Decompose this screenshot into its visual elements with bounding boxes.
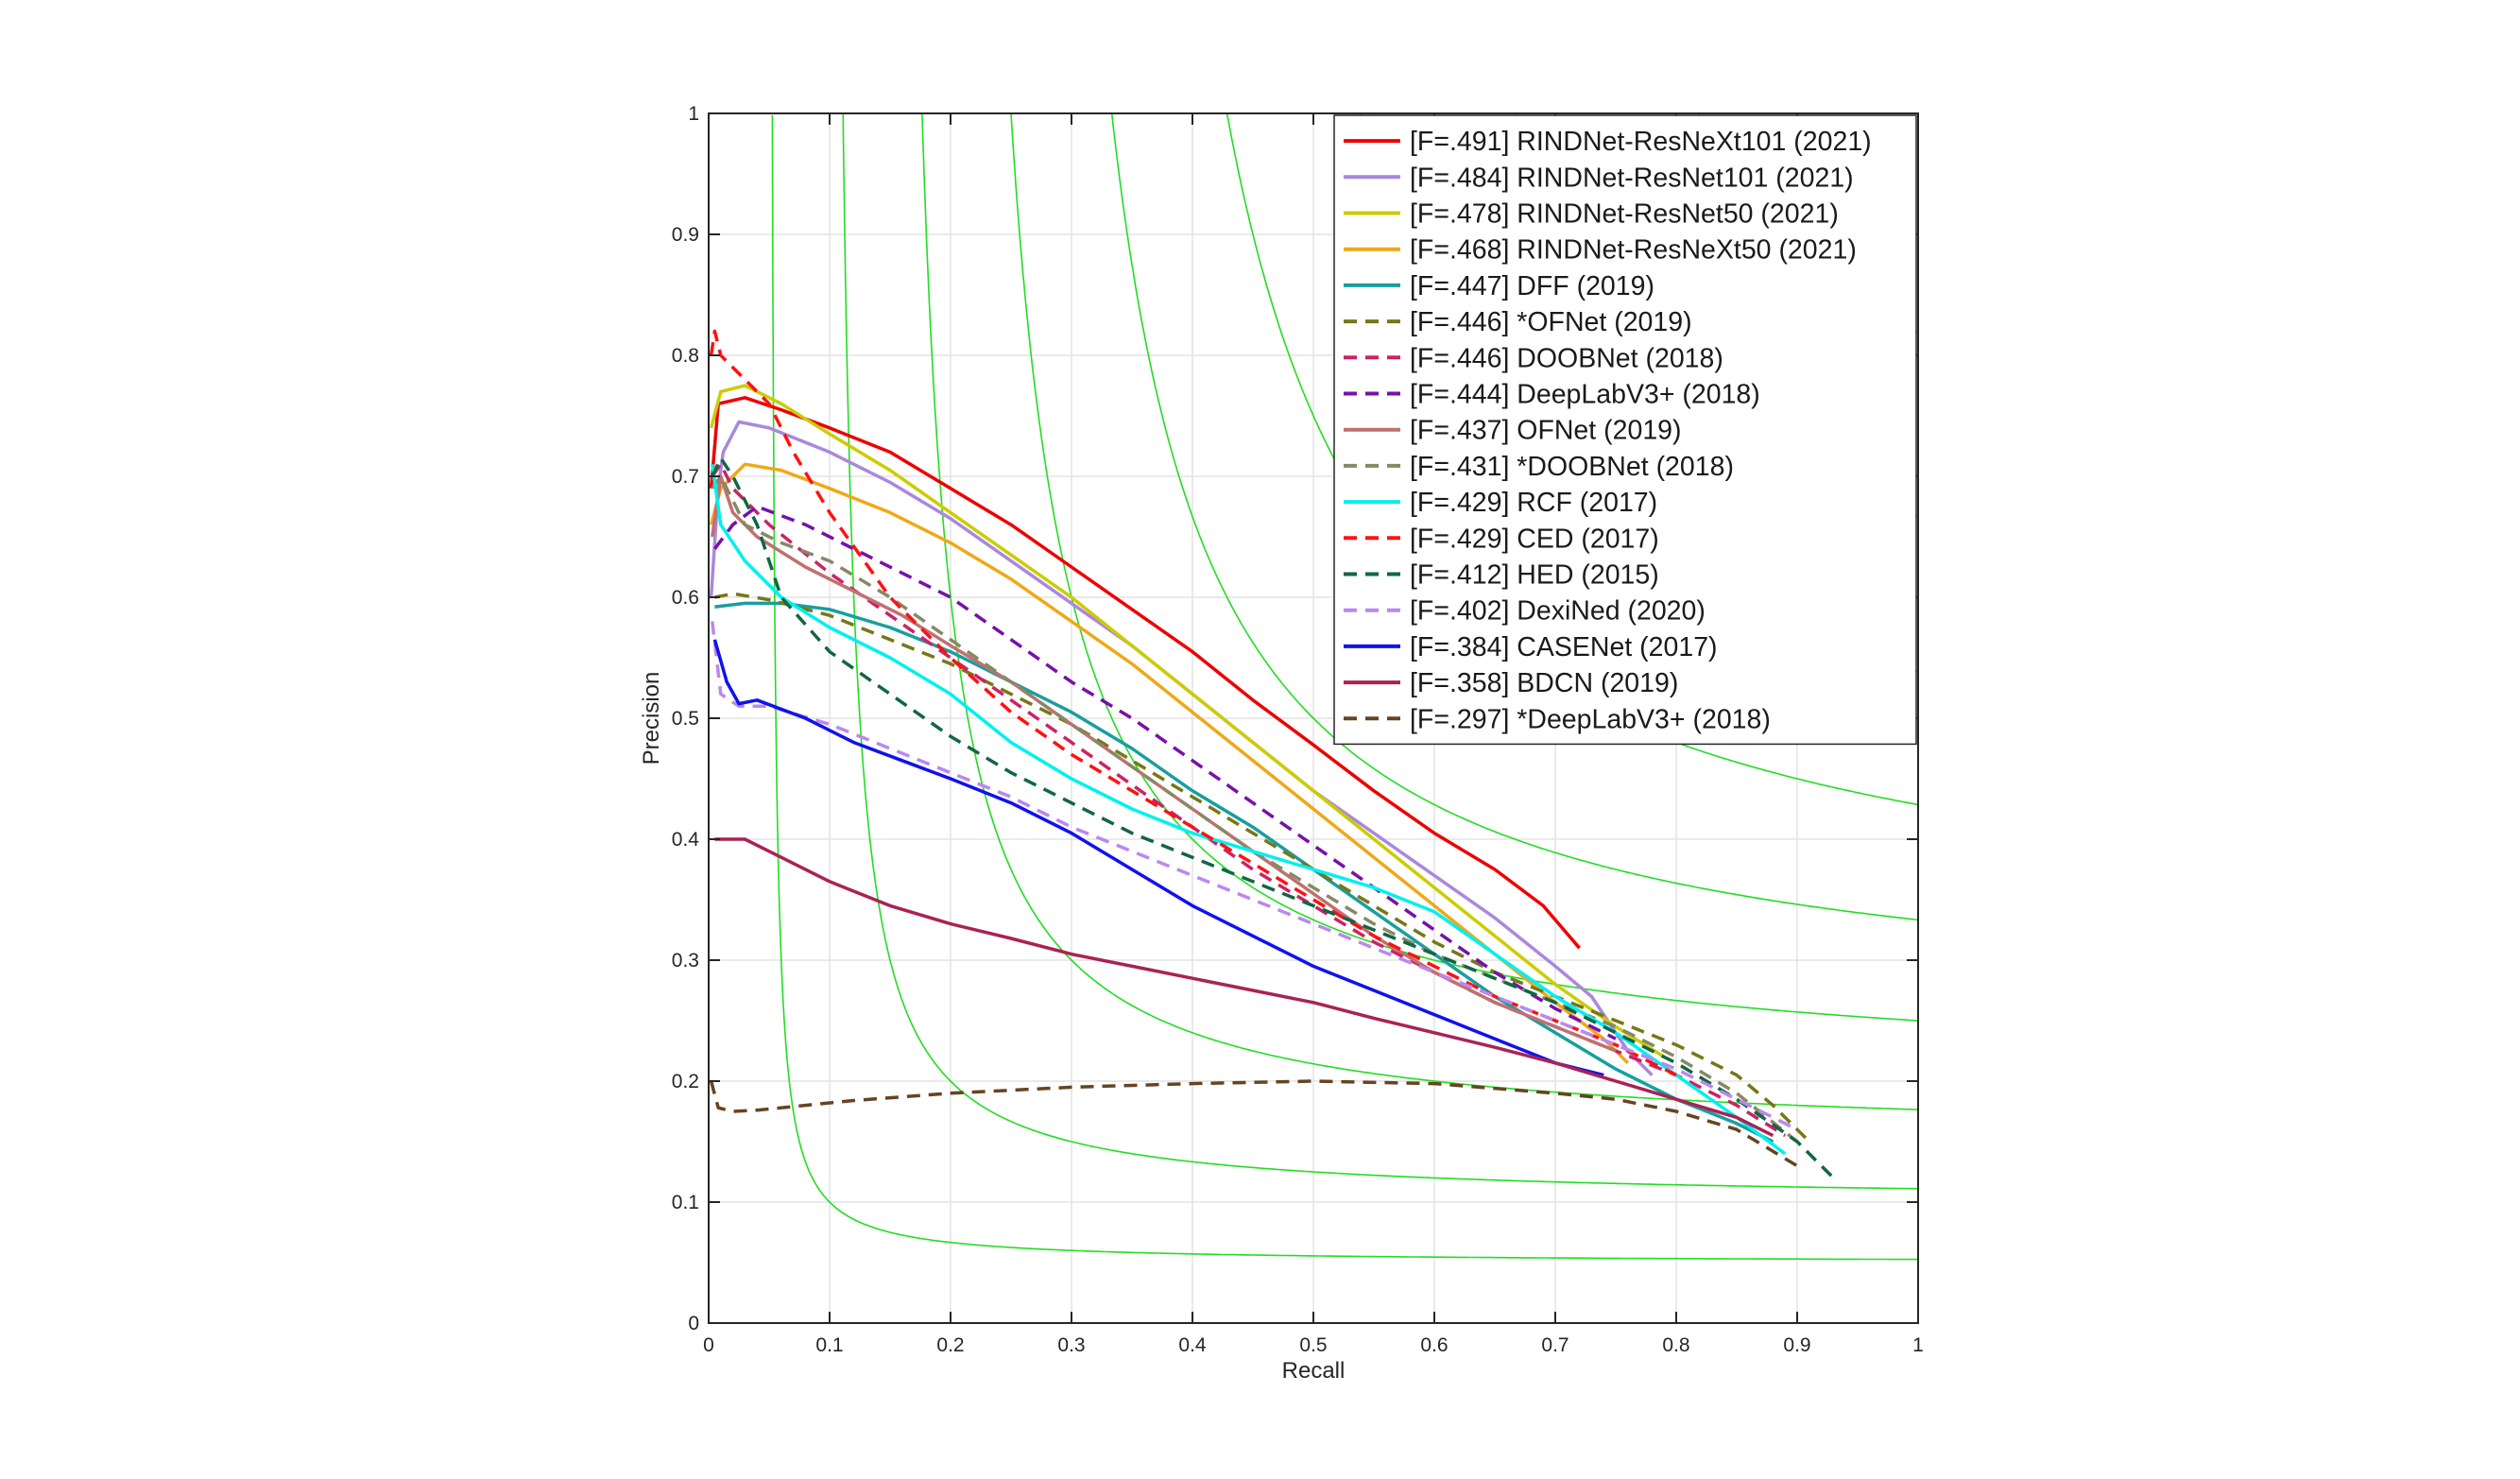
iso-f-curve: [842, 113, 1918, 1190]
y-tick-label: 0.7: [672, 466, 699, 488]
y-axis-label: Precision: [639, 672, 664, 765]
legend-entry: [F=.468] RINDNet-ResNeXt50 (2021): [1410, 235, 1857, 266]
legend: [F=.491] RINDNet-ResNeXt101 (2021) [F=.48…: [1333, 114, 1917, 746]
y-tick-label: 0.9: [672, 224, 699, 246]
legend-entry: [F=.444] DeepLabV3+ (2018): [1410, 380, 1760, 410]
legend-entry: [F=.446] *OFNet (2019): [1410, 307, 1692, 337]
series-line: [711, 463, 1787, 1156]
legend-entry: [F=.429] CED (2017): [1410, 524, 1659, 554]
series-line: [709, 396, 1581, 950]
legend-entry: [F=.478] RINDNet-ResNet50 (2021): [1410, 199, 1839, 230]
x-tick-label: 0.8: [1662, 1334, 1689, 1356]
series-line: [711, 456, 1835, 1179]
x-tick-label: 0.4: [1178, 1334, 1207, 1356]
series-line: [711, 474, 1617, 1053]
legend-entry: [F=.297] *DeepLabV3+ (2018): [1410, 704, 1771, 734]
legend-entry: [F=.431] *DOOBNet (2018): [1410, 452, 1734, 482]
legend-box: [1333, 114, 1917, 746]
legend-entry: [F=.358] BDCN (2019): [1410, 668, 1678, 698]
series-group: [709, 329, 1835, 1179]
y-tick-label: 0.4: [672, 829, 700, 851]
x-axis-label: Recall: [1282, 1358, 1346, 1384]
y-tick-label: 0.5: [672, 708, 699, 730]
y-tick-label: 0.6: [672, 587, 699, 609]
iso-f-curve: [1010, 113, 1918, 1022]
iso-f-curve: [1110, 113, 1918, 921]
legend-entry: [F=.412] HED (2015): [1410, 560, 1659, 591]
series-line: [713, 505, 1617, 1040]
series-line: [709, 384, 1666, 1058]
iso-f-curve: [921, 113, 1918, 1110]
y-tick-label: 0.1: [672, 1192, 699, 1213]
legend-entry: [F=.447] DFF (2019): [1410, 271, 1654, 301]
legend-entry: [F=.402] DexiNed (2020): [1410, 596, 1706, 627]
series-line: [712, 639, 1604, 1077]
y-tick-label: 1: [688, 103, 699, 125]
x-tick-label: 0.5: [1299, 1334, 1327, 1356]
x-tick-label: 0.2: [936, 1334, 964, 1356]
series-line: [709, 1079, 1798, 1168]
legend-entry: [F=.384] CASENet (2017): [1410, 632, 1718, 662]
series-line: [714, 592, 1811, 1144]
series-line: [709, 329, 1677, 1077]
legend-entry: [F=.437] OFNet (2019): [1410, 416, 1682, 446]
x-tick-label: 0.7: [1541, 1334, 1569, 1356]
x-tick-label: 0.6: [1420, 1334, 1448, 1356]
x-tick-label: 1: [1912, 1334, 1924, 1356]
legend-entry: [F=.429] RCF (2017): [1410, 488, 1657, 518]
y-tick-label: 0: [688, 1313, 699, 1334]
series-line: [714, 837, 1774, 1138]
x-tick-label: 0.9: [1783, 1334, 1810, 1356]
x-tick-label: 0.3: [1057, 1334, 1085, 1356]
legend-entry: [F=.446] DOOBNet (2018): [1410, 343, 1723, 373]
y-tick-label: 0.8: [672, 345, 699, 367]
legend-entry: [F=.484] RINDNet-ResNet101 (2021): [1410, 163, 1854, 193]
y-tick-label: 0.3: [672, 950, 699, 972]
y-tick-label: 0.2: [672, 1071, 699, 1092]
x-tick-label: 0.1: [815, 1334, 843, 1356]
series-line: [714, 601, 1774, 1144]
x-tick-label: 0: [703, 1334, 714, 1356]
iso-f-curve: [771, 114, 1918, 1261]
legend-entry: [F=.491] RINDNet-ResNeXt101 (2021): [1410, 127, 1872, 157]
